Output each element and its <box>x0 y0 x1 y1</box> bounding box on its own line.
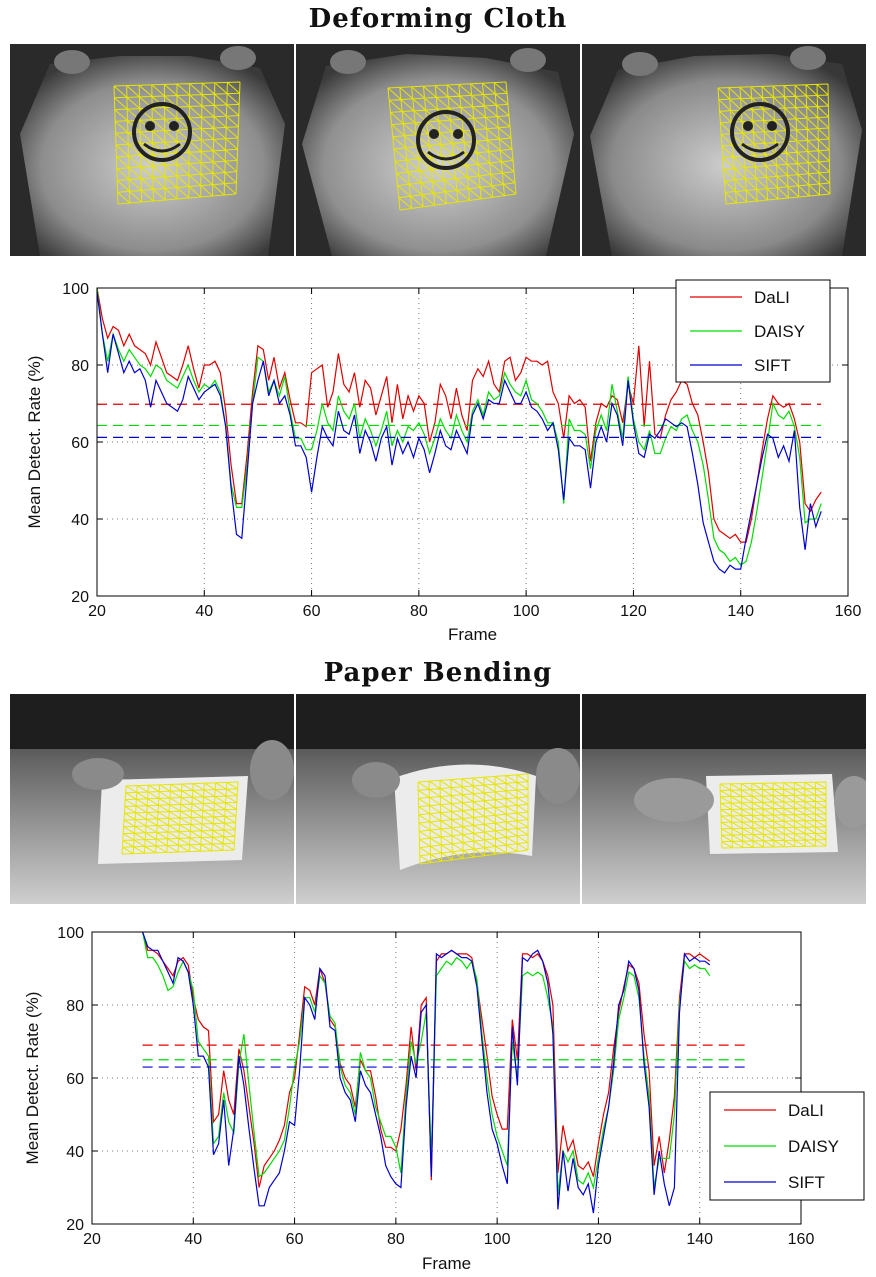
cloth-photo-1 <box>10 44 294 256</box>
tracking-mesh <box>121 781 239 855</box>
series-line-sift <box>96 291 822 574</box>
paper-photo-1 <box>10 694 294 904</box>
legend-label-daisy: DAISY <box>788 1137 839 1156</box>
chart-paper: 20 40 60 80 100 120 140 160 20 40 60 80 100 Frame Mean… <box>0 914 876 1277</box>
section-title-paper: Paper Bending <box>323 658 553 688</box>
x-tick-label: 60 <box>286 1231 304 1248</box>
x-tick-label: 160 <box>788 1231 815 1248</box>
paper-photo-2-image <box>296 694 580 904</box>
paper-photo-3-image <box>582 694 866 904</box>
series-line-dali <box>96 287 822 543</box>
y-axis-label: Mean Detect. Rate (%) <box>23 992 42 1165</box>
legend-label-dali: DaLI <box>754 288 790 307</box>
chart-cloth: 20 40 60 80 100 120 140 160 20 40 60 80 100 Frame Mean… <box>0 268 876 650</box>
cloth-photo-2-image <box>296 44 580 256</box>
paper-photo-1-image <box>10 694 294 904</box>
y-tick-label: 20 <box>66 1217 84 1234</box>
legend-label-daisy: DAISY <box>754 322 805 341</box>
legend-label-sift: SIFT <box>754 356 791 375</box>
cloth-photo-1-image <box>10 44 294 256</box>
chart-cloth-svg: 20 40 60 80 100 120 140 160 20 40 60 80 100 Frame Mean… <box>25 279 862 644</box>
x-tick-label: 40 <box>184 1231 202 1248</box>
cloth-photo-2 <box>296 44 580 256</box>
x-tick-label: 120 <box>585 1231 612 1248</box>
x-axis-label: Frame <box>448 625 497 644</box>
paper-photo-strip <box>10 694 866 904</box>
plot-frame <box>91 931 802 1225</box>
legend: DaLI DAISY SIFT <box>675 279 831 383</box>
x-tick-label: 160 <box>835 603 862 620</box>
x-tick-label: 120 <box>620 603 647 620</box>
tracking-mesh <box>719 781 827 849</box>
legend: DaLI DAISY SIFT <box>709 1091 865 1201</box>
cloth-photo-3-image <box>582 44 866 256</box>
y-tick-label: 100 <box>57 925 84 942</box>
x-tick-label: 80 <box>410 603 428 620</box>
x-tick-label: 20 <box>83 1231 101 1248</box>
y-tick-label: 40 <box>66 1144 84 1161</box>
y-tick-label: 60 <box>71 435 89 452</box>
series-line-daisy <box>96 287 822 567</box>
x-tick-label: 20 <box>88 603 106 620</box>
series-line-sift <box>142 931 711 1214</box>
y-tick-label: 80 <box>71 358 89 375</box>
x-axis-label: Frame <box>422 1254 471 1273</box>
cloth-photo-3 <box>582 44 866 256</box>
tracking-mesh <box>417 773 529 865</box>
x-tick-label: 60 <box>303 603 321 620</box>
y-tick-label: 80 <box>66 998 84 1015</box>
tracking-mesh <box>113 81 241 205</box>
x-tick-label: 140 <box>686 1231 713 1248</box>
paper-photo-2 <box>296 694 580 904</box>
y-tick-label: 20 <box>71 589 89 606</box>
x-tick-label: 140 <box>727 603 754 620</box>
paper-photo-3 <box>582 694 866 904</box>
x-tick-label: 80 <box>387 1231 405 1248</box>
x-tick-label: 40 <box>195 603 213 620</box>
legend-label-sift: SIFT <box>788 1173 825 1192</box>
section-title-cloth: Deforming Cloth <box>308 4 568 34</box>
y-tick-label: 100 <box>62 281 89 298</box>
y-tick-label: 40 <box>71 512 89 529</box>
x-tick-label: 100 <box>484 1231 511 1248</box>
y-axis-label: Mean Detect. Rate (%) <box>25 356 44 529</box>
cloth-photo-strip <box>10 44 866 256</box>
chart-paper-svg: 20 40 60 80 100 120 140 160 20 40 60 80 100 Frame Mean… <box>23 925 865 1273</box>
x-tick-label: 100 <box>513 603 540 620</box>
series-line-dali <box>142 931 711 1188</box>
legend-label-dali: DaLI <box>788 1101 824 1120</box>
y-tick-label: 60 <box>66 1071 84 1088</box>
